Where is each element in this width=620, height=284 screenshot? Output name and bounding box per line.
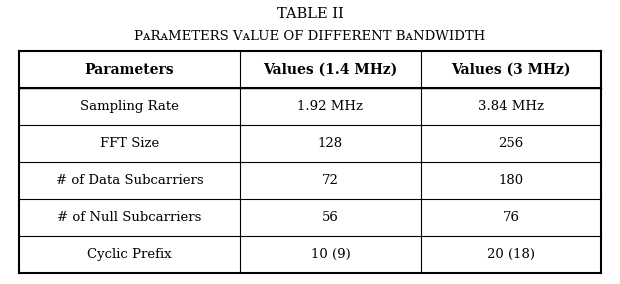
Text: FFT Size: FFT Size <box>100 137 159 150</box>
Text: 180: 180 <box>498 174 524 187</box>
Text: PᴀRᴀMETERS VᴀLUE OF DIFFERENT BᴀNDWIDTH: PᴀRᴀMETERS VᴀLUE OF DIFFERENT BᴀNDWIDTH <box>135 30 485 43</box>
Text: 56: 56 <box>322 211 339 224</box>
Text: 3.84 MHz: 3.84 MHz <box>478 100 544 113</box>
Text: # of Data Subcarriers: # of Data Subcarriers <box>56 174 203 187</box>
Text: TABLE II: TABLE II <box>277 7 343 21</box>
Text: 20 (18): 20 (18) <box>487 248 535 261</box>
Text: 72: 72 <box>322 174 339 187</box>
Text: Values (3 MHz): Values (3 MHz) <box>451 62 571 77</box>
Text: Sampling Rate: Sampling Rate <box>80 100 179 113</box>
Text: 128: 128 <box>318 137 343 150</box>
Text: Parameters: Parameters <box>84 62 174 77</box>
Text: 1.92 MHz: 1.92 MHz <box>298 100 363 113</box>
Text: # of Null Subcarriers: # of Null Subcarriers <box>57 211 202 224</box>
Text: 256: 256 <box>498 137 524 150</box>
Text: 76: 76 <box>503 211 520 224</box>
Text: 10 (9): 10 (9) <box>311 248 350 261</box>
Text: Cyclic Prefix: Cyclic Prefix <box>87 248 172 261</box>
Text: Values (1.4 MHz): Values (1.4 MHz) <box>264 62 397 77</box>
